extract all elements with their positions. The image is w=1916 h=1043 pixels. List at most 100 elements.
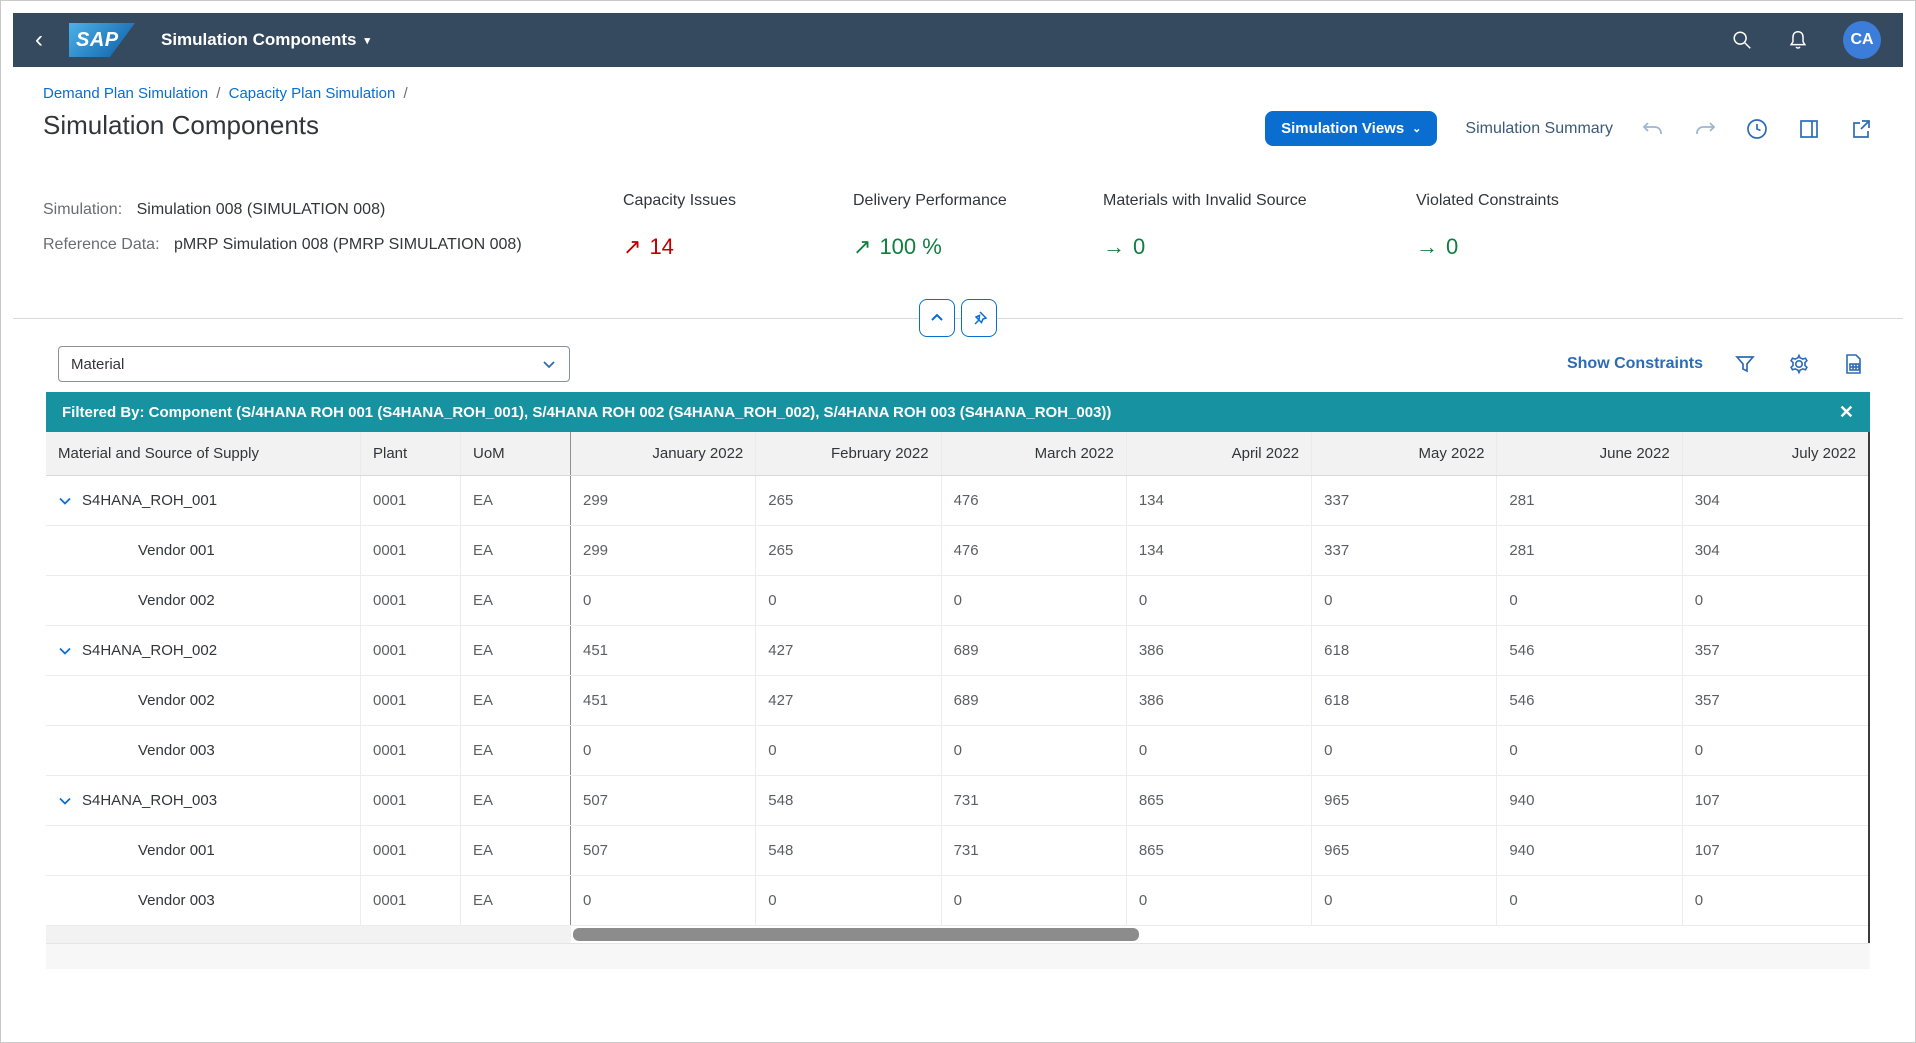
value-cell[interactable]: 618 — [1312, 626, 1497, 675]
value-cell[interactable]: 357 — [1683, 676, 1868, 725]
value-cell[interactable]: 0 — [942, 876, 1127, 925]
value-cell[interactable]: 0 — [1312, 726, 1497, 775]
column-header[interactable]: February 2022 — [756, 432, 941, 475]
value-cell[interactable]: 940 — [1497, 826, 1682, 875]
value-cell[interactable]: 548 — [756, 826, 941, 875]
value-cell[interactable]: 865 — [1127, 826, 1312, 875]
value-cell[interactable]: 546 — [1497, 626, 1682, 675]
value-cell[interactable]: 304 — [1683, 476, 1868, 525]
value-cell[interactable]: 731 — [942, 776, 1127, 825]
column-header[interactable]: January 2022 — [570, 432, 756, 475]
value-cell[interactable]: 689 — [942, 676, 1127, 725]
value-cell[interactable]: 451 — [570, 676, 756, 725]
settings-gear-icon[interactable] — [1787, 352, 1811, 376]
kpi-materials-invalid-source[interactable]: Materials with Invalid Source → 0 — [1103, 192, 1416, 262]
value-cell[interactable]: 965 — [1312, 776, 1497, 825]
value-cell[interactable]: 299 — [570, 526, 756, 575]
value-cell[interactable]: 357 — [1683, 626, 1868, 675]
back-icon[interactable]: ‹ — [35, 28, 43, 52]
column-header[interactable]: July 2022 — [1683, 432, 1868, 475]
value-cell[interactable]: 386 — [1127, 626, 1312, 675]
share-export-icon[interactable] — [1849, 117, 1873, 141]
bell-icon[interactable] — [1787, 29, 1809, 51]
value-cell[interactable]: 507 — [570, 776, 756, 825]
filter-icon[interactable] — [1733, 352, 1757, 376]
history-clock-icon[interactable] — [1745, 117, 1769, 141]
column-header[interactable]: April 2022 — [1127, 432, 1312, 475]
value-cell[interactable]: 281 — [1497, 476, 1682, 525]
value-cell[interactable]: 427 — [756, 626, 941, 675]
kpi-delivery-performance[interactable]: Delivery Performance ↗ 100 % — [853, 192, 1103, 262]
value-cell[interactable]: 134 — [1127, 476, 1312, 525]
value-cell[interactable]: 548 — [756, 776, 941, 825]
search-icon[interactable] — [1731, 29, 1753, 51]
column-header[interactable]: March 2022 — [942, 432, 1127, 475]
avatar[interactable]: CA — [1843, 21, 1881, 59]
value-cell[interactable]: 107 — [1683, 826, 1868, 875]
value-cell[interactable]: 731 — [942, 826, 1127, 875]
close-icon[interactable]: ✕ — [1839, 402, 1854, 423]
value-cell[interactable]: 337 — [1312, 476, 1497, 525]
chevron-down-icon[interactable] — [58, 494, 72, 508]
value-cell[interactable]: 0 — [570, 726, 756, 775]
value-cell[interactable]: 281 — [1497, 526, 1682, 575]
value-cell[interactable]: 265 — [756, 526, 941, 575]
view-select[interactable]: Material — [58, 346, 570, 382]
value-cell[interactable]: 0 — [570, 876, 756, 925]
column-header[interactable]: June 2022 — [1497, 432, 1682, 475]
split-panel-icon[interactable] — [1797, 117, 1821, 141]
value-cell[interactable]: 0 — [1683, 726, 1868, 775]
value-cell[interactable]: 0 — [1683, 876, 1868, 925]
simulation-summary-button[interactable]: Simulation Summary — [1465, 120, 1613, 138]
value-cell[interactable]: 618 — [1312, 676, 1497, 725]
value-cell[interactable]: 546 — [1497, 676, 1682, 725]
value-cell[interactable]: 304 — [1683, 526, 1868, 575]
value-cell[interactable]: 689 — [942, 626, 1127, 675]
value-cell[interactable]: 134 — [1127, 526, 1312, 575]
breadcrumb-link-capacity-plan[interactable]: Capacity Plan Simulation — [229, 85, 396, 102]
value-cell[interactable]: 965 — [1312, 826, 1497, 875]
kpi-capacity-issues[interactable]: Capacity Issues ↗ 14 — [623, 192, 853, 262]
value-cell[interactable]: 265 — [756, 476, 941, 525]
value-cell[interactable]: 427 — [756, 676, 941, 725]
value-cell[interactable]: 386 — [1127, 676, 1312, 725]
value-cell[interactable]: 0 — [1127, 876, 1312, 925]
value-cell[interactable]: 107 — [1683, 776, 1868, 825]
value-cell[interactable]: 451 — [570, 626, 756, 675]
export-spreadsheet-icon[interactable] — [1841, 352, 1865, 376]
simulation-views-button[interactable]: Simulation Views ⌄ — [1265, 111, 1437, 146]
value-cell[interactable]: 0 — [1497, 876, 1682, 925]
value-cell[interactable]: 865 — [1127, 776, 1312, 825]
value-cell[interactable]: 0 — [1127, 576, 1312, 625]
value-cell[interactable]: 0 — [942, 726, 1127, 775]
show-constraints-button[interactable]: Show Constraints — [1567, 355, 1703, 373]
value-cell[interactable]: 0 — [1497, 576, 1682, 625]
pin-header-button[interactable] — [961, 299, 997, 337]
column-header[interactable]: Plant — [361, 432, 461, 475]
value-cell[interactable]: 0 — [1683, 576, 1868, 625]
column-header[interactable]: UoM — [461, 432, 571, 475]
chevron-down-icon[interactable] — [58, 644, 72, 658]
value-cell[interactable]: 337 — [1312, 526, 1497, 575]
value-cell[interactable]: 0 — [1497, 726, 1682, 775]
column-header[interactable]: May 2022 — [1312, 432, 1497, 475]
chevron-down-icon[interactable] — [58, 794, 72, 808]
value-cell[interactable]: 507 — [570, 826, 756, 875]
value-cell[interactable]: 0 — [756, 726, 941, 775]
value-cell[interactable]: 0 — [1312, 876, 1497, 925]
scrollbar-thumb[interactable] — [573, 928, 1139, 941]
kpi-violated-constraints[interactable]: Violated Constraints → 0 — [1416, 192, 1656, 262]
value-cell[interactable]: 0 — [756, 876, 941, 925]
value-cell[interactable]: 299 — [570, 476, 756, 525]
value-cell[interactable]: 0 — [942, 576, 1127, 625]
collapse-header-button[interactable] — [919, 299, 955, 337]
value-cell[interactable]: 940 — [1497, 776, 1682, 825]
value-cell[interactable]: 476 — [942, 526, 1127, 575]
app-title-menu[interactable]: Simulation Components ▾ — [161, 30, 370, 50]
column-header[interactable]: Material and Source of Supply — [46, 432, 361, 475]
value-cell[interactable]: 476 — [942, 476, 1127, 525]
breadcrumb-link-demand-plan[interactable]: Demand Plan Simulation — [43, 85, 208, 102]
value-cell[interactable]: 0 — [1312, 576, 1497, 625]
value-cell[interactable]: 0 — [570, 576, 756, 625]
value-cell[interactable]: 0 — [756, 576, 941, 625]
